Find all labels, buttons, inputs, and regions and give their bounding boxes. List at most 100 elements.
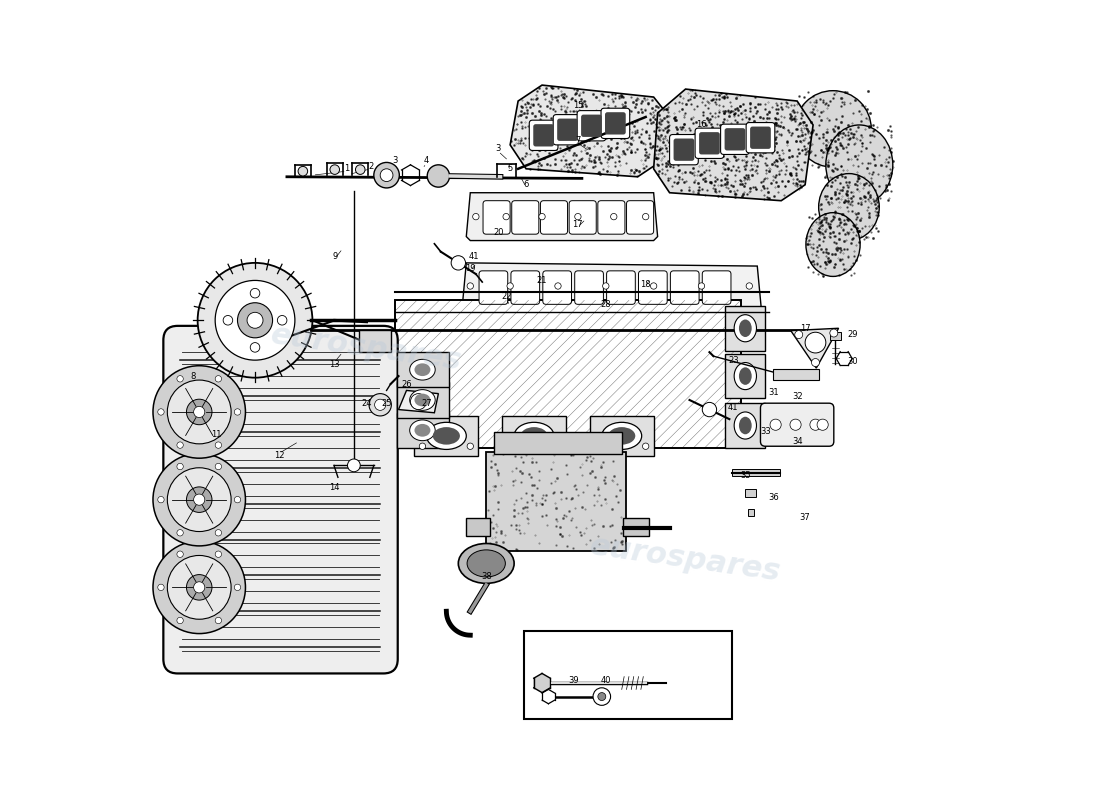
Circle shape [194, 406, 205, 418]
Bar [359, 330, 390, 352]
Circle shape [187, 574, 212, 600]
Circle shape [177, 618, 184, 624]
Circle shape [468, 283, 473, 289]
Circle shape [610, 214, 617, 220]
Text: 3: 3 [392, 156, 397, 166]
Text: 18: 18 [640, 280, 651, 289]
Circle shape [539, 214, 546, 220]
Text: 22: 22 [500, 292, 512, 301]
Circle shape [216, 530, 221, 536]
Circle shape [216, 463, 221, 470]
Ellipse shape [739, 319, 751, 337]
Ellipse shape [459, 543, 514, 583]
Circle shape [702, 402, 716, 417]
Circle shape [381, 169, 393, 182]
FancyBboxPatch shape [601, 108, 629, 138]
Text: 9: 9 [332, 252, 338, 261]
Circle shape [330, 165, 340, 174]
Ellipse shape [409, 359, 436, 380]
Text: 25: 25 [382, 399, 392, 409]
Circle shape [794, 330, 803, 338]
Circle shape [187, 487, 212, 513]
Circle shape [355, 165, 365, 174]
FancyBboxPatch shape [478, 271, 508, 304]
Circle shape [597, 693, 606, 701]
FancyBboxPatch shape [605, 112, 626, 134]
Circle shape [427, 165, 450, 187]
Circle shape [554, 443, 561, 450]
Circle shape [216, 376, 221, 382]
Bar [829, 332, 842, 340]
Text: 19: 19 [465, 264, 475, 273]
FancyBboxPatch shape [606, 271, 636, 304]
Circle shape [157, 497, 164, 503]
FancyBboxPatch shape [534, 124, 554, 146]
FancyBboxPatch shape [702, 271, 732, 304]
FancyBboxPatch shape [569, 201, 596, 234]
Text: 21: 21 [537, 276, 548, 285]
FancyBboxPatch shape [725, 128, 746, 150]
Circle shape [603, 283, 609, 289]
Polygon shape [791, 328, 838, 368]
Ellipse shape [432, 427, 460, 445]
Circle shape [790, 419, 801, 430]
Circle shape [216, 551, 221, 558]
Circle shape [642, 214, 649, 220]
Circle shape [153, 454, 245, 546]
Circle shape [216, 281, 295, 360]
FancyBboxPatch shape [510, 271, 540, 304]
Text: 30: 30 [848, 358, 858, 366]
Circle shape [410, 394, 427, 410]
Ellipse shape [826, 125, 893, 205]
Polygon shape [398, 390, 439, 413]
FancyBboxPatch shape [597, 201, 625, 234]
FancyBboxPatch shape [760, 403, 834, 446]
Circle shape [167, 380, 231, 444]
Bar [397, 352, 449, 387]
Bar [590, 416, 653, 456]
FancyBboxPatch shape [483, 201, 510, 234]
Ellipse shape [734, 362, 757, 390]
FancyBboxPatch shape [558, 118, 578, 141]
Circle shape [234, 584, 241, 590]
Circle shape [805, 332, 826, 353]
Text: 1: 1 [344, 164, 350, 174]
Ellipse shape [468, 550, 505, 577]
Circle shape [746, 283, 752, 289]
Text: 37: 37 [800, 514, 811, 522]
Circle shape [194, 494, 205, 506]
Text: 29: 29 [848, 330, 858, 339]
Polygon shape [466, 193, 658, 241]
Polygon shape [534, 674, 550, 693]
Text: 16: 16 [696, 121, 707, 130]
Polygon shape [653, 89, 813, 201]
Circle shape [198, 263, 312, 378]
Ellipse shape [520, 427, 548, 445]
Text: 23: 23 [728, 356, 739, 365]
Circle shape [250, 288, 260, 298]
Circle shape [153, 366, 245, 458]
Ellipse shape [427, 422, 466, 450]
FancyBboxPatch shape [578, 110, 606, 141]
FancyBboxPatch shape [720, 124, 749, 154]
Text: 33: 33 [760, 427, 771, 436]
Text: 36: 36 [768, 493, 779, 502]
Circle shape [812, 358, 820, 366]
Circle shape [507, 443, 514, 450]
FancyBboxPatch shape [673, 138, 694, 161]
Bar [624, 518, 649, 535]
Text: 39: 39 [569, 676, 580, 685]
Text: 15: 15 [573, 101, 583, 110]
Circle shape [374, 162, 399, 188]
Text: 2: 2 [368, 162, 373, 171]
Bar [503, 416, 565, 456]
Circle shape [234, 409, 241, 415]
Circle shape [194, 582, 205, 593]
FancyBboxPatch shape [670, 271, 700, 304]
Circle shape [348, 459, 361, 472]
Circle shape [157, 584, 164, 590]
FancyBboxPatch shape [574, 271, 604, 304]
Circle shape [473, 214, 478, 220]
Circle shape [238, 302, 273, 338]
Text: 12: 12 [274, 451, 284, 460]
